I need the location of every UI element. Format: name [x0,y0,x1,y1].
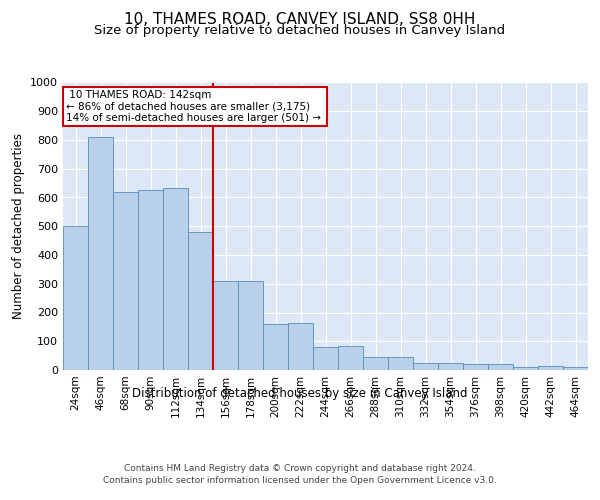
Bar [88,137,113,370]
Bar [538,366,563,370]
Bar [138,190,163,370]
Bar [488,364,513,370]
Text: Contains public sector information licensed under the Open Government Licence v3: Contains public sector information licen… [103,476,497,485]
Text: Distribution of detached houses by size in Canvey Island: Distribution of detached houses by size … [132,388,468,400]
Bar [213,281,238,370]
Bar [463,364,488,370]
Bar [388,357,413,370]
Text: Contains HM Land Registry data © Crown copyright and database right 2024.: Contains HM Land Registry data © Crown c… [124,464,476,473]
Bar [263,324,288,370]
Bar [63,226,88,370]
Bar [513,366,538,370]
Bar [338,346,363,370]
Bar [313,347,338,370]
Bar [563,367,588,370]
Text: 10, THAMES ROAD, CANVEY ISLAND, SS8 0HH: 10, THAMES ROAD, CANVEY ISLAND, SS8 0HH [124,12,476,28]
Bar [163,188,188,370]
Bar [413,363,438,370]
Bar [113,192,138,370]
Bar [288,324,313,370]
Bar [438,363,463,370]
Y-axis label: Number of detached properties: Number of detached properties [11,133,25,320]
Bar [363,357,388,370]
Bar [238,281,263,370]
Text: 10 THAMES ROAD: 142sqm
← 86% of detached houses are smaller (3,175)
14% of semi-: 10 THAMES ROAD: 142sqm ← 86% of detached… [65,90,324,123]
Text: Size of property relative to detached houses in Canvey Island: Size of property relative to detached ho… [94,24,506,37]
Bar [188,232,213,370]
